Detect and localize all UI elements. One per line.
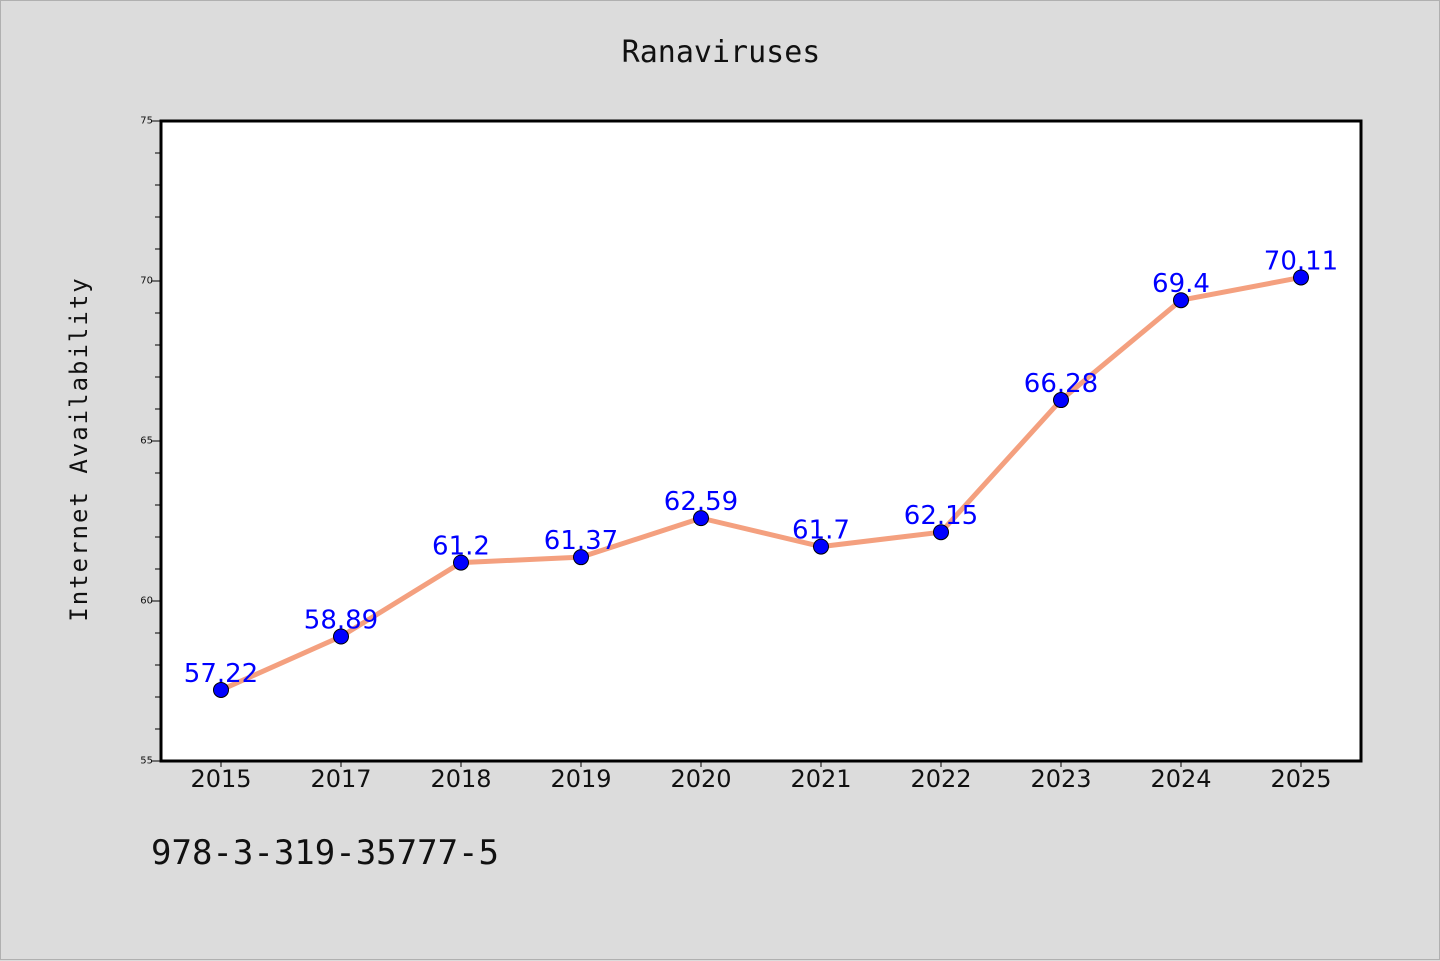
series-line (218, 274, 1304, 693)
data-label: 61.7 (792, 516, 850, 546)
data-label: 70.11 (1264, 246, 1338, 276)
y-tick-label: 65 (140, 436, 153, 447)
data-point (333, 628, 349, 645)
data-point (213, 681, 229, 698)
y-tick-label: 60 (140, 596, 153, 607)
data-point (693, 510, 709, 527)
y-tick-label: 55 (140, 756, 153, 767)
data-point (1173, 292, 1189, 309)
data-point (1053, 392, 1069, 409)
plot-area (161, 121, 1361, 761)
data-point (1293, 269, 1309, 286)
chart-title: Ranaviruses (621, 35, 821, 70)
data-point (573, 549, 589, 566)
data-label: 69.4 (1152, 269, 1210, 299)
data-label: 61.2 (432, 532, 490, 562)
x-tick-label: 2021 (790, 765, 851, 793)
y-ticks: 55 60 65 70 75 (140, 116, 161, 767)
data-label: 66.28 (1024, 369, 1098, 399)
x-tick-label: 2018 (430, 765, 491, 793)
data-label: 61.37 (544, 526, 618, 556)
x-tick-label: 2020 (670, 765, 731, 793)
data-labels: 57.22 58.89 61.2 61.37 62.59 61.7 62.15 66.28 69… (184, 246, 1338, 688)
plot-frame (159, 119, 1363, 763)
data-label: 58.89 (304, 606, 378, 636)
data-point (453, 554, 469, 571)
data-label: 62.59 (664, 487, 738, 517)
x-tick-label: 2022 (910, 765, 971, 793)
x-ticks: 2015 2017 2018 2019 2020 2021 2022 2023 2024 2025 (190, 761, 1332, 793)
x-tick-label: 2015 (190, 765, 251, 793)
x-tick-label: 2017 (310, 765, 371, 793)
data-label: 57.22 (184, 659, 258, 689)
x-tick-label: 2025 (1270, 765, 1331, 793)
x-tick-label: 2023 (1030, 765, 1091, 793)
data-label: 62.15 (904, 501, 978, 531)
data-point (813, 538, 829, 555)
x-tick-label: 2024 (1150, 765, 1211, 793)
data-point (933, 524, 949, 541)
isbn-text: 978-3-319-35777-5 (151, 833, 499, 873)
y-tick-label: 75 (140, 116, 153, 127)
y-tick-label: 70 (140, 276, 153, 287)
x-tick-label: 2019 (550, 765, 611, 793)
data-markers (213, 269, 1309, 698)
